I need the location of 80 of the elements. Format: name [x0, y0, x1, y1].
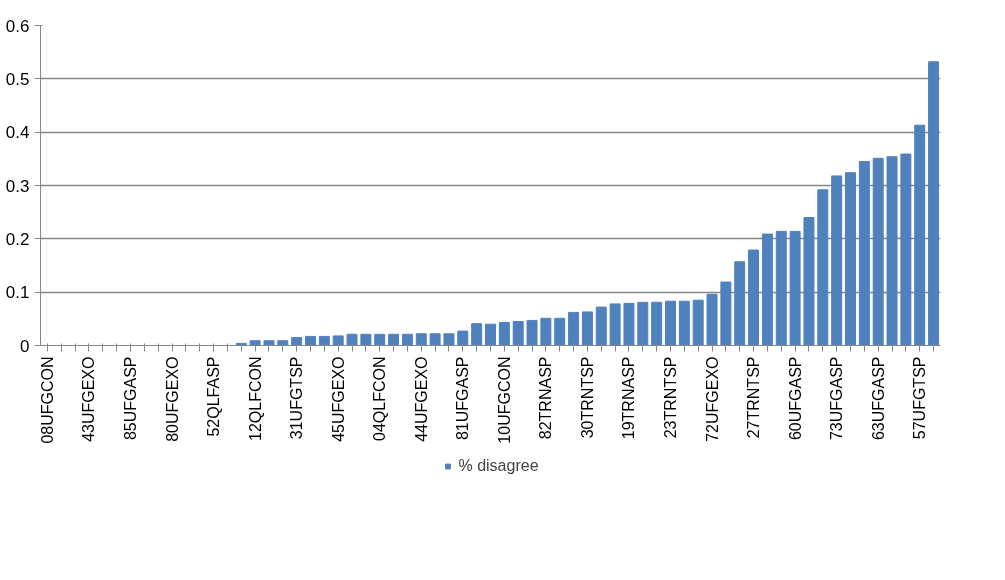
- bar: [803, 217, 815, 346]
- x-tick-label: 31UFGTSP: [288, 356, 306, 440]
- bar: [595, 306, 607, 346]
- bar: [360, 333, 372, 346]
- bar: [526, 319, 538, 346]
- bar: [637, 301, 649, 346]
- bar: [415, 333, 427, 346]
- bar: [692, 299, 704, 346]
- bar: [305, 335, 316, 346]
- bar: [540, 317, 552, 346]
- bar: [845, 172, 856, 346]
- bar: [374, 333, 386, 346]
- bar: [706, 293, 718, 346]
- x-tick-label: 60UFGASP: [786, 356, 804, 441]
- legend-label: % disagree: [458, 457, 539, 475]
- x-tick-label: 72UFGEXO: [703, 356, 721, 442]
- bar: [748, 249, 760, 346]
- y-tick-label: 0.5: [5, 69, 30, 89]
- bar: [568, 311, 580, 346]
- bar: [471, 323, 483, 346]
- bar: [346, 333, 358, 346]
- bar: [263, 340, 275, 346]
- bar: [249, 340, 261, 346]
- x-tick-label: 82TRNASP: [537, 356, 555, 440]
- x-tick-label: 63UFGASP: [869, 356, 887, 441]
- bar: [498, 322, 510, 346]
- bar: [817, 189, 829, 346]
- x-tick-label: 43UFGEXO: [80, 356, 98, 442]
- bar: [401, 333, 413, 346]
- x-tick-label: 12QLFCON: [246, 356, 264, 441]
- bar: [512, 321, 524, 346]
- bar: [457, 330, 469, 346]
- bar: [388, 333, 400, 346]
- bar: [858, 161, 870, 346]
- y-tick-label: 0.6: [5, 16, 30, 36]
- x-tick-label: 04QLFCON: [371, 356, 389, 441]
- bar: [734, 261, 746, 346]
- bar: [581, 311, 593, 346]
- x-tick-label: 73UFGASP: [828, 356, 846, 441]
- bar: [291, 337, 303, 346]
- bar: [789, 230, 801, 346]
- x-tick-label: 45UFGEXO: [329, 356, 347, 442]
- bar: [720, 281, 732, 346]
- y-tick-label: 0: [20, 336, 30, 356]
- bar: [443, 333, 455, 346]
- x-tick-label: 10UFGCON: [495, 356, 513, 444]
- bar: [609, 303, 621, 346]
- bar: [775, 230, 787, 346]
- x-tick-label: 27TRNTSP: [745, 356, 763, 439]
- bar: [554, 317, 566, 346]
- x-tick-label: 23TRNTSP: [662, 356, 679, 439]
- bar: [429, 333, 441, 346]
- y-tick-label: 0.1: [5, 283, 30, 303]
- bar: [665, 300, 676, 346]
- x-tick-label: 08UFGCON: [38, 356, 56, 444]
- x-tick-label: 80UFGEXO: [163, 356, 181, 442]
- bar: [886, 156, 898, 346]
- bar: [678, 300, 690, 346]
- bar: [332, 335, 344, 346]
- bar: [831, 175, 843, 346]
- y-tick-label: 0.2: [5, 229, 30, 249]
- y-tick-label: 0.3: [5, 176, 30, 196]
- x-tick-label: 52QLFASP: [205, 356, 223, 437]
- bar: [277, 340, 289, 346]
- bar: [928, 61, 940, 346]
- bar: [914, 124, 926, 346]
- x-tick-label: 30TRNTSP: [578, 356, 596, 439]
- x-tick-label: 57UFGTSP: [911, 356, 929, 440]
- bar: [900, 153, 912, 346]
- bar: [872, 157, 884, 346]
- bar: [761, 233, 773, 346]
- x-tick-label: 85UFGASP: [122, 356, 139, 441]
- x-tick-label: 19TRNASP: [620, 356, 638, 440]
- x-tick-label: 81UFGASP: [454, 356, 472, 441]
- y-tick-label: 0.4: [5, 123, 30, 143]
- bar: [623, 302, 635, 346]
- x-tick-label: 44UFGEXO: [412, 356, 430, 442]
- bar: [318, 335, 330, 346]
- bar: [651, 301, 663, 346]
- bar: [485, 323, 496, 346]
